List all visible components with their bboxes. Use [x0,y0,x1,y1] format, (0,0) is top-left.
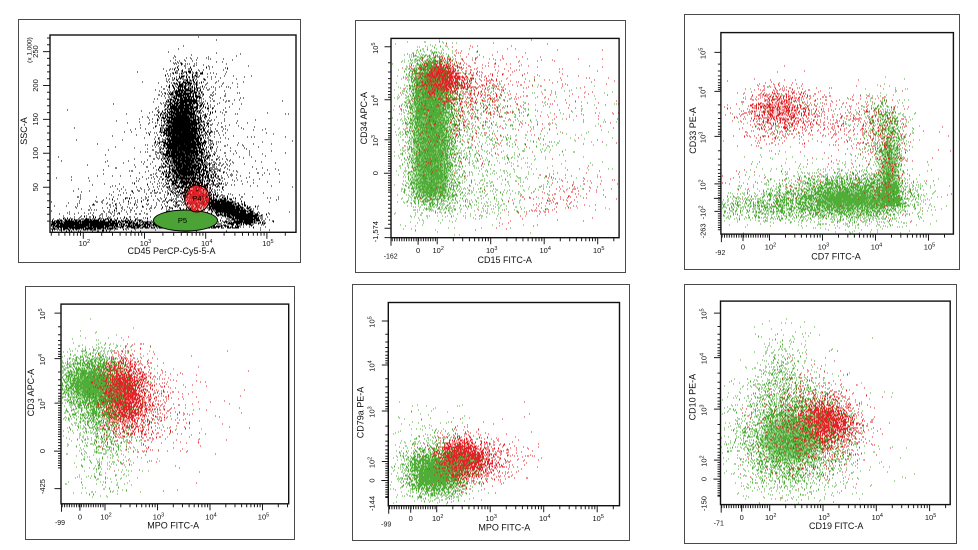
svg-text:103: 103 [486,246,497,255]
svg-text:0: 0 [416,246,420,255]
svg-text:CD45 PerCP-Cy5-5-A: CD45 PerCP-Cy5-5-A [127,246,215,256]
svg-text:105: 105 [368,316,377,327]
svg-text:102: 102 [699,455,708,466]
svg-text:CD7 FITC-A: CD7 FITC-A [811,251,860,261]
svg-text:-1,574: -1,574 [372,221,381,242]
svg-text:0: 0 [739,513,743,522]
svg-text:102: 102 [100,513,111,522]
svg-text:150: 150 [31,113,40,126]
svg-text:103: 103 [699,404,708,415]
svg-text:CD3 APC-A: CD3 APC-A [26,369,36,416]
svg-text:105: 105 [923,243,934,252]
svg-text:105: 105 [257,513,268,522]
svg-text:CD79a PE-A: CD79a PE-A [356,386,366,437]
svg-text:104: 104 [699,353,708,364]
svg-text:103: 103 [152,513,163,522]
svg-text:102: 102 [698,180,707,191]
svg-text:102: 102 [765,513,776,522]
svg-text:0: 0 [368,478,377,482]
svg-text:104: 104 [372,95,381,106]
svg-text:-425: -425 [37,479,46,494]
svg-text:103: 103 [368,406,377,417]
svg-text:(x 1,000): (x 1,000) [26,37,33,63]
svg-text:105: 105 [699,308,708,319]
svg-text:0: 0 [699,477,708,481]
svg-text:104: 104 [368,360,377,371]
svg-text:0: 0 [77,513,81,522]
svg-text:-144: -144 [368,496,377,511]
svg-text:102: 102 [432,514,443,523]
svg-text:104: 104 [539,514,550,523]
svg-text:104: 104 [870,243,881,252]
svg-text:-162: -162 [384,253,398,260]
svg-text:103: 103 [818,513,829,522]
svg-text:P4: P4 [192,194,201,203]
svg-text:103: 103 [817,243,828,252]
svg-text:0: 0 [409,514,413,523]
svg-text:104: 104 [200,239,211,248]
svg-text:104: 104 [698,87,707,98]
svg-text:105: 105 [925,513,936,522]
svg-text:103: 103 [372,135,381,146]
svg-text:0: 0 [372,171,381,175]
svg-text:P5: P5 [177,216,186,225]
svg-text:-71: -71 [714,520,724,527]
svg-text:105: 105 [593,246,604,255]
svg-text:-102: -102 [698,206,707,220]
svg-text:102: 102 [368,456,377,467]
svg-text:200: 200 [31,79,40,92]
svg-text:105: 105 [37,309,46,320]
svg-text:CD33 PE-A: CD33 PE-A [688,107,698,153]
svg-text:104: 104 [871,513,882,522]
svg-text:103: 103 [37,399,46,410]
svg-text:104: 104 [37,354,46,365]
svg-text:MPO FITC-A: MPO FITC-A [147,521,199,531]
svg-text:102: 102 [764,243,775,252]
svg-text:105: 105 [593,514,604,523]
svg-text:250: 250 [31,45,40,58]
svg-text:CD19 FITC-A: CD19 FITC-A [809,521,863,531]
svg-text:SSC-A: SSC-A [19,117,29,145]
svg-text:103: 103 [698,132,707,143]
svg-text:-92: -92 [715,250,725,257]
svg-text:-99: -99 [54,520,64,527]
svg-text:0: 0 [37,449,46,453]
svg-text:50: 50 [31,183,40,191]
svg-text:104: 104 [205,513,216,522]
svg-text:-150: -150 [699,496,708,511]
svg-text:105: 105 [372,42,381,53]
svg-text:CD15 FITC-A: CD15 FITC-A [478,255,532,265]
svg-text:CD10 PE-A: CD10 PE-A [687,374,697,420]
svg-text:-99: -99 [381,521,391,528]
svg-text:MPO FITC-A: MPO FITC-A [479,522,531,532]
svg-text:102: 102 [78,239,89,248]
svg-text:100: 100 [31,147,40,160]
svg-text:105: 105 [262,239,273,248]
svg-text:103: 103 [486,514,497,523]
svg-text:CD34 APC-A: CD34 APC-A [360,92,370,144]
svg-text:0: 0 [740,243,744,252]
svg-text:104: 104 [540,246,551,255]
svg-text:103: 103 [139,239,150,248]
svg-text:105: 105 [698,48,707,59]
svg-text:-263: -263 [698,223,707,238]
svg-text:102: 102 [433,246,444,255]
